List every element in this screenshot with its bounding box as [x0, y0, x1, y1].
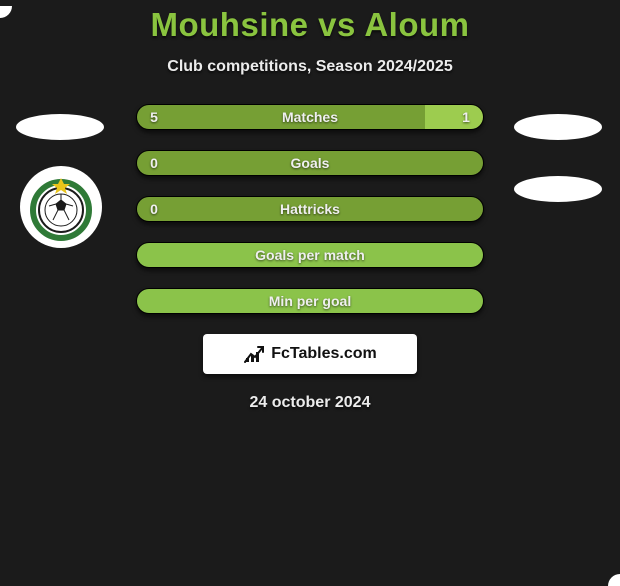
player-right-slot-2: [514, 176, 602, 202]
stat-label: Matches: [137, 105, 483, 129]
stat-value-left: 0: [137, 151, 171, 175]
player-right-slot-1: [514, 114, 602, 140]
comparison-stage: Matches51Goals0Hattricks0Goals per match…: [0, 104, 620, 314]
stat-label: Hattricks: [137, 197, 483, 221]
snapshot-date: 24 october 2024: [0, 394, 620, 412]
stat-value-right: 1: [449, 105, 483, 129]
watermark: FcTables.com: [203, 334, 417, 374]
stat-bar-matches: Matches5 1: [136, 104, 484, 130]
stat-label: Goals per match: [137, 243, 483, 267]
club-badge-icon: [20, 166, 102, 248]
stat-bar-goals_per_match: Goals per match: [136, 242, 484, 268]
player-left-slot-1: [16, 114, 104, 140]
stat-value-left: 5: [137, 105, 171, 129]
player-left-club-badge: [20, 166, 102, 248]
stat-label: Goals: [137, 151, 483, 175]
stat-bar-hattricks: Hattricks0: [136, 196, 484, 222]
stat-bars: Matches51Goals0Hattricks0Goals per match…: [136, 104, 484, 314]
watermark-text: FcTables.com: [271, 345, 377, 363]
stat-label: Min per goal: [137, 289, 483, 313]
subtitle: Club competitions, Season 2024/2025: [0, 58, 620, 76]
stat-bar-goals: Goals0: [136, 150, 484, 176]
stat-bar-min_per_goal: Min per goal: [136, 288, 484, 314]
page-title: Mouhsine vs Aloum: [0, 6, 620, 44]
stat-value-left: 0: [137, 197, 171, 221]
watermark-icon: [243, 342, 267, 366]
